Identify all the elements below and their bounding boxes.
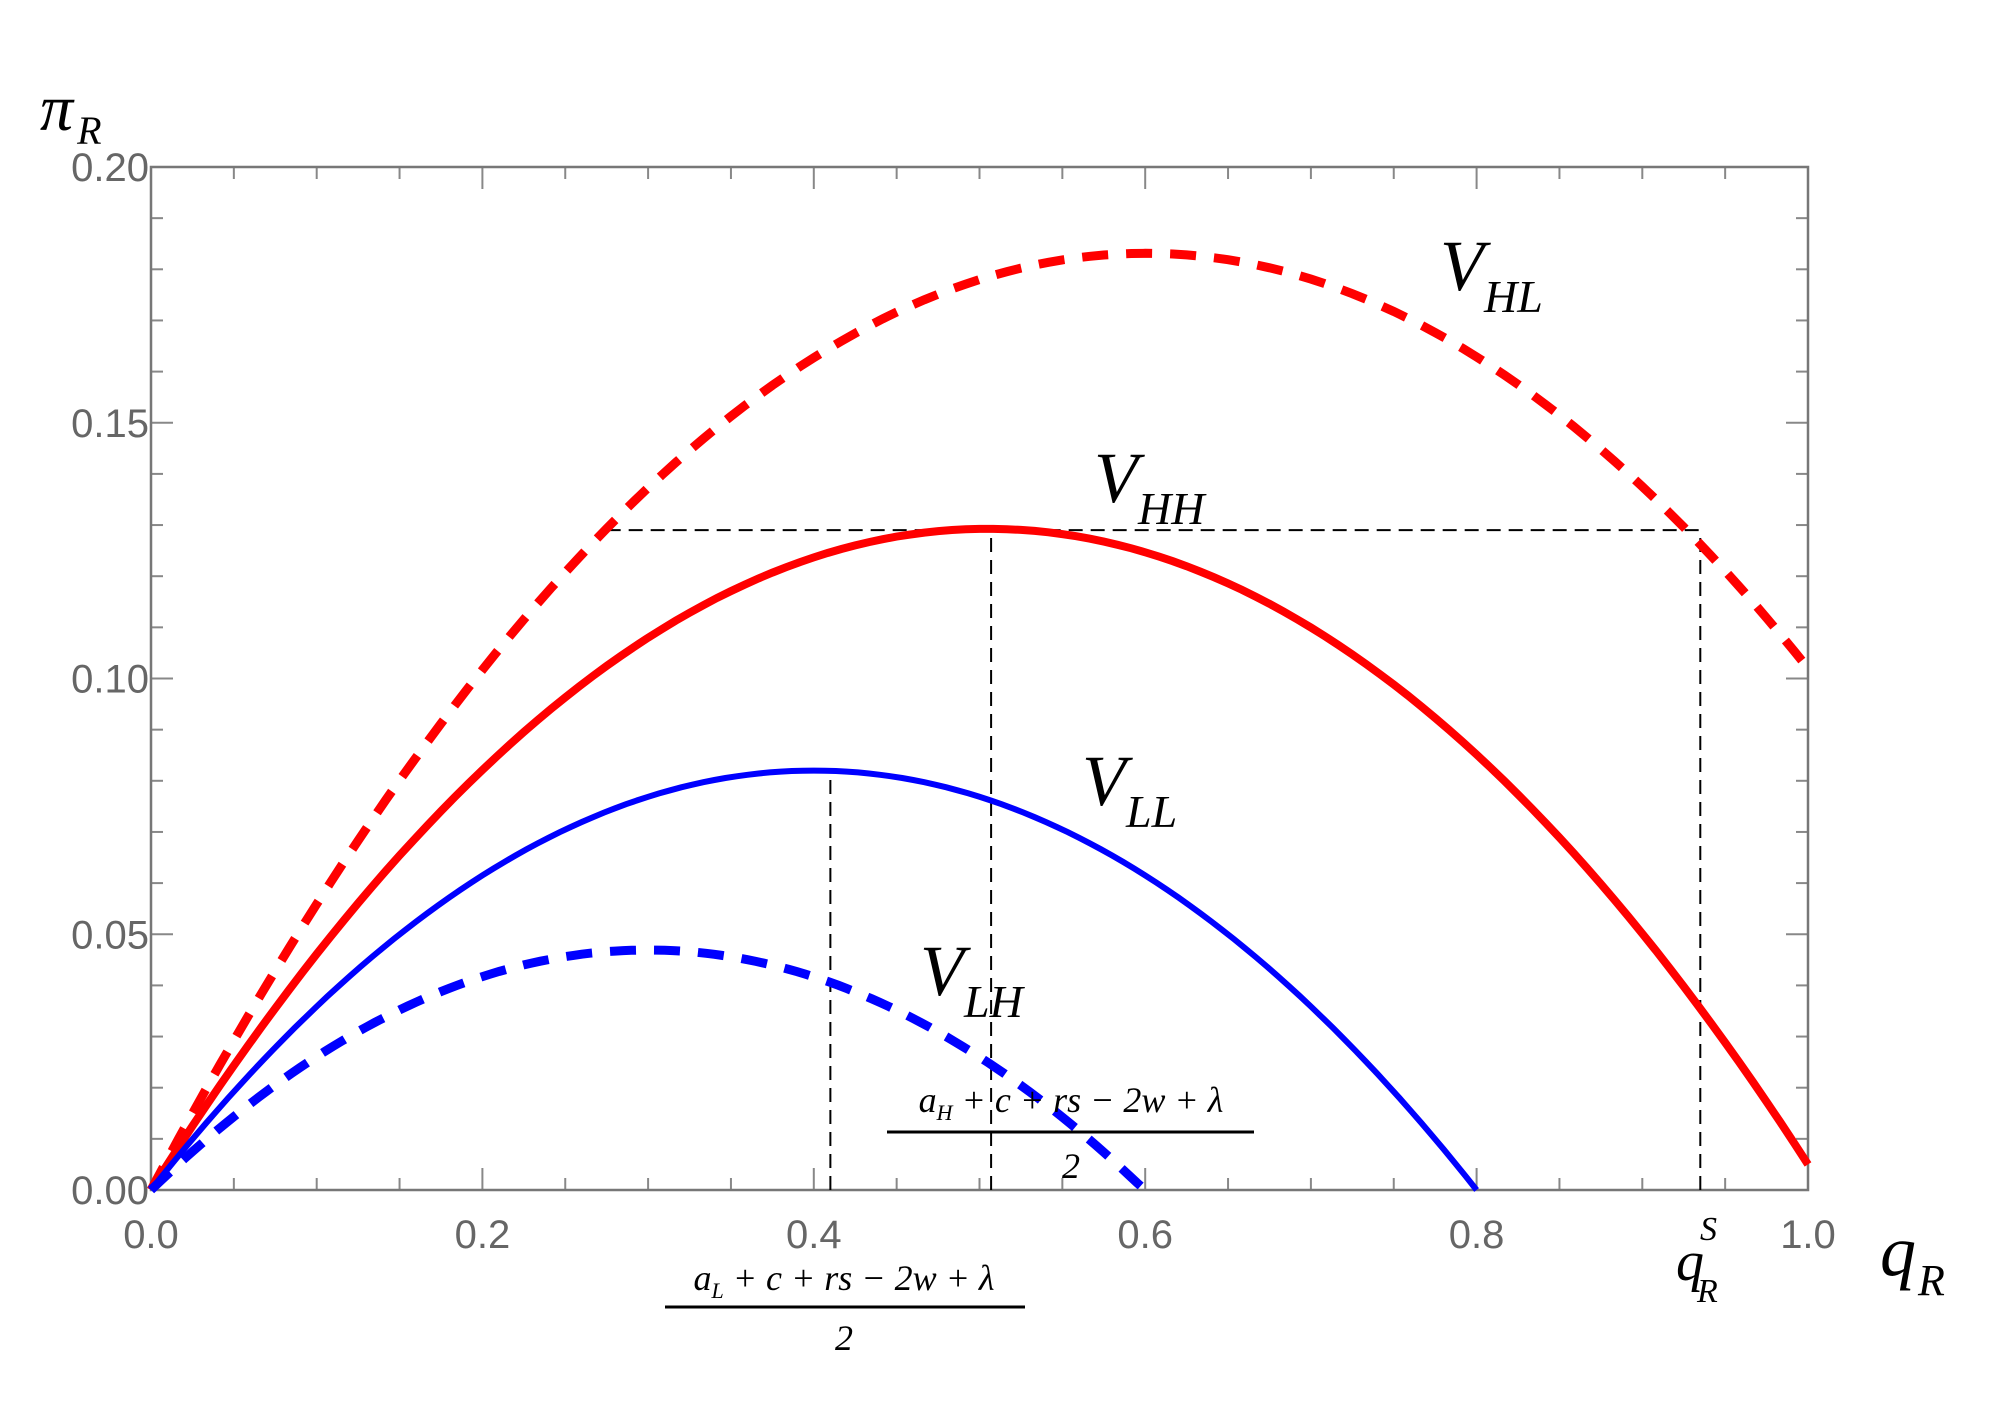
y-tick-label: 0.05 [71,913,149,957]
series-label-vhh: VHH [1094,438,1207,534]
x-tick-label: 0.4 [786,1213,842,1257]
series-line-v-hl [147,248,1812,1193]
y-tick-label: 0.10 [71,658,149,702]
y-tick-label: 0.00 [71,1169,149,1213]
x-tick-label: 0.0 [123,1213,179,1257]
x-tick-label: 0.8 [1449,1213,1505,1257]
y-tick-label: 0.20 [71,146,149,190]
x-axis-label: qR [1880,1211,1945,1305]
series-line-v-ll [148,767,1479,1192]
x-tick-label: 1.0 [1780,1213,1836,1257]
svg-text:2: 2 [835,1318,853,1358]
axis-ticks [150,166,1809,1191]
tick-labels: 0.0 0.2 0.4 0.6 0.8 1.0 0.00 0.05 0.10 0.15 0.20 [71,146,1836,1257]
svg-text:aL + c + rs − 2w + λ: aL + c + rs − 2w + λ [693,1258,994,1303]
curves [147,248,1812,1194]
series-label-vlh: VLH [920,931,1026,1027]
series-label-vll: VLL [1082,741,1177,837]
svg-text:aH + c + rs − 2w + λ: aH + c + rs − 2w + λ [919,1080,1224,1125]
x-tick-label: 0.6 [1117,1213,1173,1257]
plot-frame [149,165,1810,1192]
x-tick-label: 0.2 [455,1213,511,1257]
series-line-v-hh [147,524,1812,1193]
svg-text:2: 2 [1062,1146,1080,1186]
y-tick-label: 0.15 [71,402,149,446]
annotation-qrs: qS R [1676,1211,1718,1310]
series-label-vhl: VHL [1440,226,1543,322]
annotation-fraction-ah: aH + c + rs − 2w + λ 2 [887,1080,1254,1186]
annotation-fraction-al: aL + c + rs − 2w + λ 2 [665,1258,1025,1358]
